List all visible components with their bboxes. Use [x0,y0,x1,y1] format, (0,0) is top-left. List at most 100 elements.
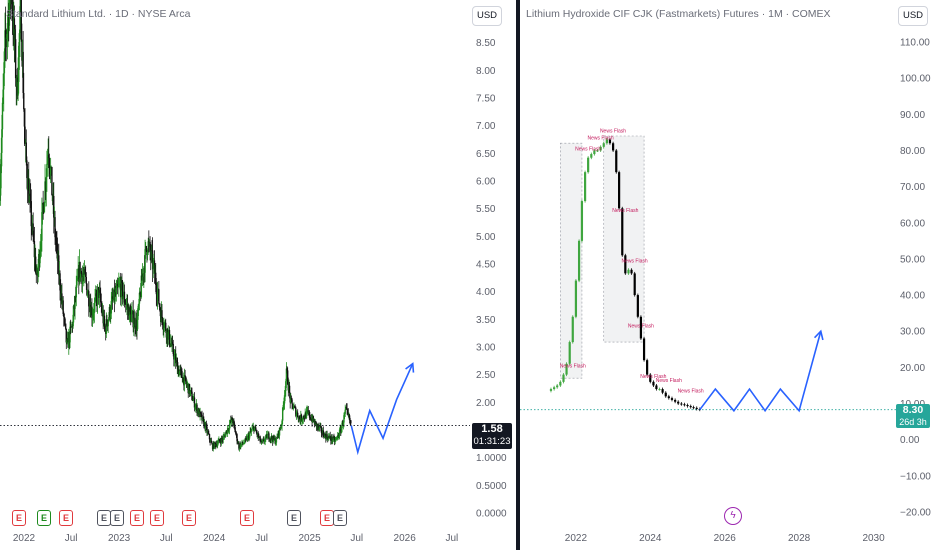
candle-body [347,409,349,413]
candle-body [123,291,126,303]
candle-body [168,330,171,345]
candle-body [255,430,258,433]
left-price-badge: 1.58 01:31:23 [472,423,512,449]
earnings-marker[interactable]: E [37,510,51,526]
candle-body [240,444,242,448]
candle-body [294,406,296,408]
earnings-marker[interactable]: E [110,510,124,526]
right-chart-title: Lithium Hydroxide CIF CJK (Fastmarkets) … [526,8,831,20]
candle-body [116,283,119,287]
candle-body [574,280,578,317]
candle-body [85,277,88,284]
earnings-marker[interactable]: E [12,510,26,526]
candle-body [109,306,111,318]
candle-body [283,403,285,405]
earnings-marker[interactable]: E [150,510,164,526]
candle-body [343,415,345,423]
candle-body [92,313,94,318]
candle-body [312,416,315,422]
candle-body [250,430,253,432]
candle-body [51,166,53,196]
right-currency-button[interactable]: USD [898,6,928,26]
candle-body [593,150,596,155]
x-tick-label: Jul [350,533,363,544]
candle-body [253,428,256,432]
candle-body [151,250,154,270]
earnings-marker[interactable]: E [59,510,73,526]
candle-body [54,237,57,241]
candle-body [225,432,227,437]
candle-body [153,260,156,274]
candle-body [18,33,21,46]
candle-body [320,427,323,433]
candle-body [76,278,79,280]
candle-body [136,316,139,330]
candle-body [590,154,593,158]
candle-body [568,342,571,364]
left-currency-button[interactable]: USD [472,6,502,26]
candle-body [266,434,269,439]
right-chart-canvas[interactable]: −20.00−10.000.0010.0020.0030.0040.0050.0… [520,0,932,550]
left-candles [0,0,352,452]
candle-body [173,354,176,360]
candle-body [3,73,5,90]
candle-body [268,433,270,440]
candle-body [155,272,157,285]
y-tick-label: 6.50 [476,149,496,160]
candle-body [46,163,48,177]
candle-body [243,442,246,444]
candle-body [118,284,120,287]
candle-body [689,406,692,408]
y-tick-label: −10.00 [900,471,931,482]
candle-body [219,441,221,442]
candle-body [646,360,649,375]
candle-body [580,201,584,241]
candle-body [181,371,183,378]
right-chart-panel[interactable]: −20.00−10.000.0010.0020.0030.0040.0050.0… [520,0,932,550]
news-flash-annotation: News Flash [622,259,648,265]
candle-body [74,296,76,309]
earnings-marker[interactable]: E [130,510,144,526]
left-chart-canvas[interactable]: 0.00000.50001.00001.502.002.503.003.504.… [0,0,516,550]
candle-body [245,438,247,440]
candle-body [275,442,277,444]
candle-body [295,413,298,416]
earnings-marker[interactable]: E [182,510,196,526]
earnings-marker[interactable]: E [287,510,301,526]
candle-body [190,390,193,392]
y-tick-label: 2.50 [476,370,496,381]
candle-body [3,51,6,74]
candle-body [332,440,334,442]
x-tick-label: 2026 [394,533,417,544]
candle-body [208,434,211,440]
candle-body [615,150,618,173]
candle-body [29,193,31,196]
candle-body [100,302,103,307]
x-tick-label: 2022 [13,533,36,544]
candle-body [26,160,28,179]
x-tick-label: 2025 [298,533,321,544]
y-tick-label: 3.00 [476,343,496,354]
news-flash-annotation: News Flash [575,146,601,152]
left-chart-panel[interactable]: 0.00000.50001.00001.502.002.503.003.504.… [0,0,516,550]
candle-body [205,424,207,430]
lightning-icon[interactable]: ϟ [724,507,742,525]
earnings-marker[interactable]: E [97,510,111,526]
candle-body [288,385,291,394]
candle-body [636,295,639,317]
candle-body [206,426,208,433]
candle-body [233,420,235,424]
y-tick-label: 3.50 [476,315,496,326]
candle-body [553,387,556,390]
candle-body [200,411,202,414]
candle-body [608,139,612,144]
candle-body [340,427,343,433]
earnings-marker[interactable]: E [240,510,254,526]
earnings-marker[interactable]: E [320,510,334,526]
earnings-marker[interactable]: E [333,510,347,526]
candle-body [236,441,239,443]
candle-body [275,437,278,443]
panel-divider[interactable] [516,0,520,550]
y-tick-label: 2.00 [476,398,496,409]
candle-body [162,325,164,329]
